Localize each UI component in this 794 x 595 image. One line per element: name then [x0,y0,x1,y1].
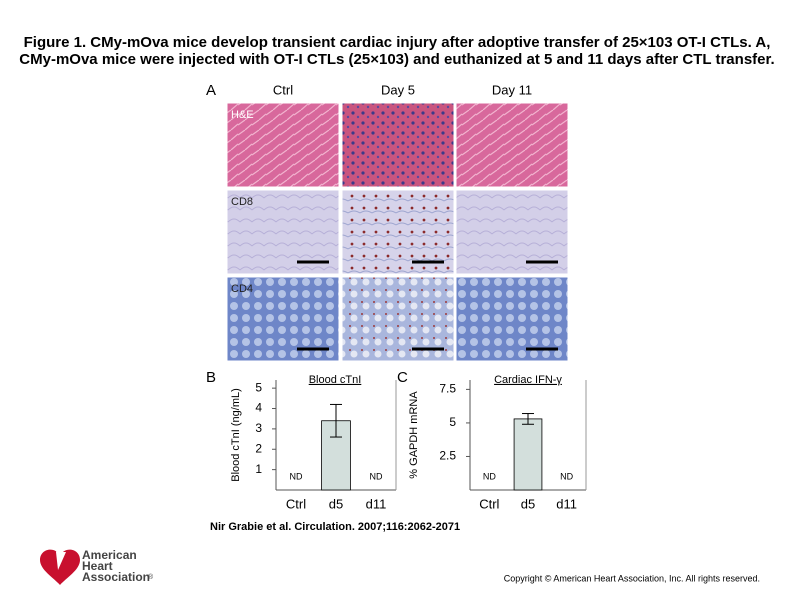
bar [513,418,543,491]
column-header: Ctrl [273,82,293,97]
charts: B Blood cTnI Blood cTnI (ng/mL) 1 2 3 4 5 Ctrl ND… [206,369,587,511]
x-tick-label: d11 [366,496,387,511]
chart-title: Blood cTnI [309,374,362,386]
logo-heart [40,549,80,585]
logo-torch [56,540,66,570]
micrograph [455,276,569,362]
x-tick-label: d5 [521,496,535,511]
micrograph-panel: A Ctrl Day 5 Day 11 H&E CD8 CD4 [206,82,569,362]
x-tick-label: d5 [329,496,343,511]
micrograph [226,102,340,188]
value-label: ND [370,471,383,481]
micrograph [226,189,340,275]
y-tick-label: 2.5 [439,449,456,463]
value-label: ND [560,471,573,481]
y-tick-label: 5 [449,415,456,429]
y-tick-label: 1 [255,462,262,476]
x-tick-label: d11 [556,496,577,511]
micrograph [341,189,455,275]
slide-title: Figure 1. CMy-mOva mice develop transien… [19,34,775,68]
bar-chart: C Cardiac IFN-γ % GAPDH mRNA 2.5 5 7.5 Ctrl ND d… [397,369,587,511]
y-tick-label: 4 [255,401,262,415]
y-tick-label: 3 [255,421,262,435]
copyright: Copyright © American Heart Association, … [504,573,760,583]
chart-title: Cardiac IFN-γ [494,374,562,386]
citation: Nir Grabie et al. Circulation. 2007;116:… [210,521,460,533]
row-label: H&E [231,109,254,121]
y-axis-label: Blood cTnI (ng/mL) [230,388,242,482]
value-label: ND [290,471,303,481]
panel-label: C [397,369,408,386]
micrograph [341,276,455,362]
panel-label: A [206,82,216,99]
y-tick-label: 5 [255,380,262,394]
micrograph [455,102,569,188]
micrograph [226,276,340,362]
row-label: CD8 [231,196,253,208]
bar-chart: B Blood cTnI Blood cTnI (ng/mL) 1 2 3 4 5 Ctrl ND… [206,369,397,511]
micrograph [341,102,455,188]
column-header: Day 5 [381,82,415,97]
y-axis-label: % GAPDH mRNA [408,391,420,479]
logo-text: American [82,548,137,562]
y-tick-label: 2 [255,441,262,455]
value-label: ND [483,471,496,481]
column-header: Day 11 [492,82,532,97]
x-tick-label: Ctrl [479,496,499,511]
y-tick-label: 7.5 [439,382,456,396]
aha-logo [40,540,80,585]
row-label: CD4 [231,283,253,295]
x-tick-label: Ctrl [286,496,306,511]
micrograph [455,189,569,275]
logo-mark: ® [148,573,154,581]
panel-label: B [206,369,216,386]
logo-text: Heart [82,559,113,573]
logo-text: Association [82,570,150,584]
